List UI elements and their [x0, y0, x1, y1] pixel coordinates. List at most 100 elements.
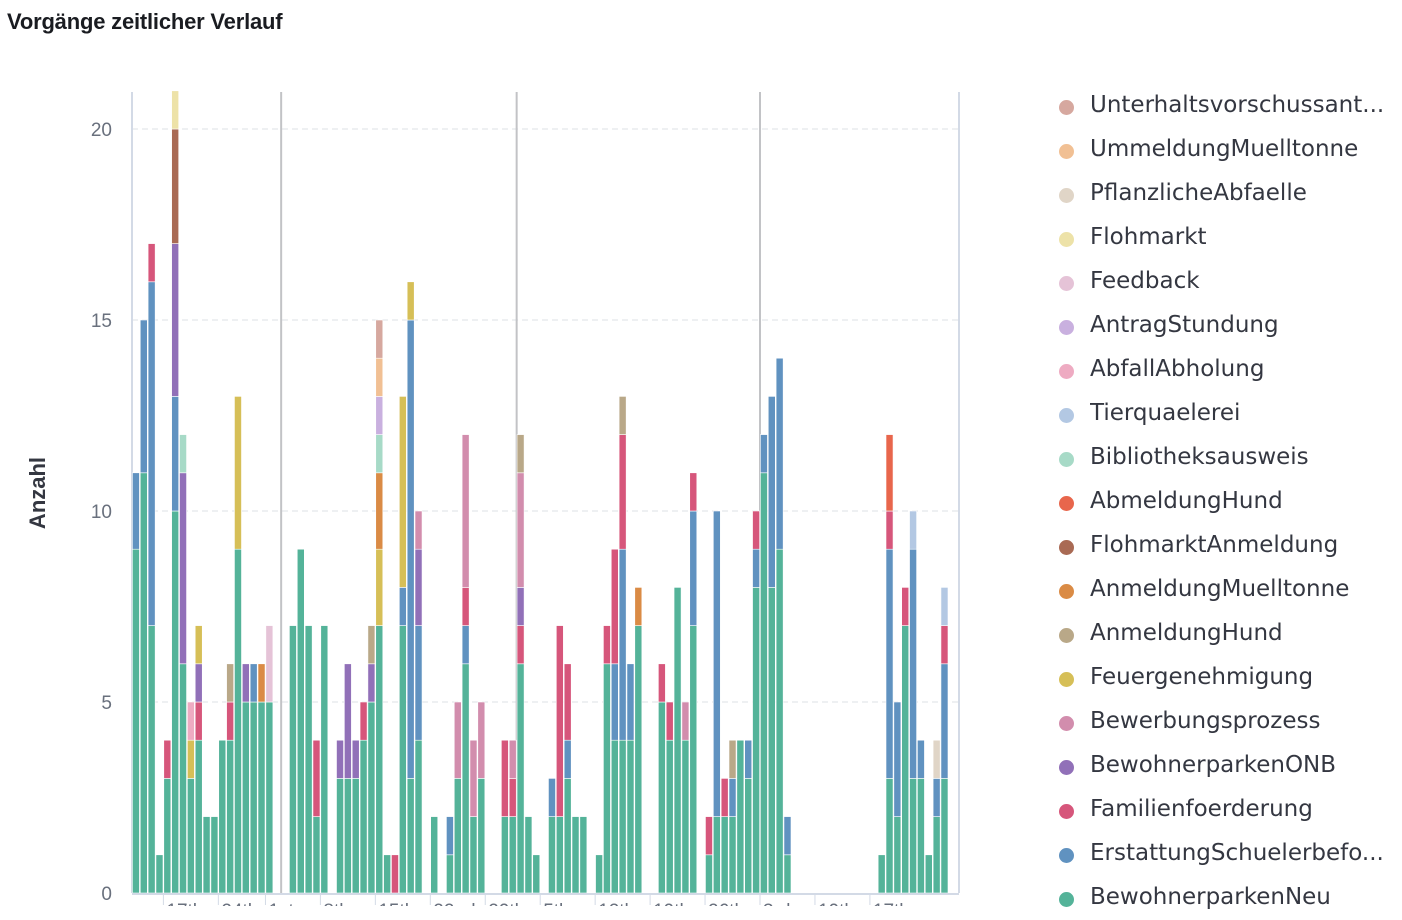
bar-segment [304, 625, 313, 894]
y-axis: 0 5 10 15 20 [91, 120, 112, 905]
legend-item[interactable]: Familienfoerderung [1052, 788, 1397, 832]
legend-item[interactable]: AnmeldungMuelltonne [1052, 568, 1397, 612]
bar-segment [901, 587, 910, 626]
bar-segment [265, 625, 274, 703]
bar-segment [752, 510, 760, 550]
bar-segment [508, 816, 517, 894]
legend-label: AntragStundung [1090, 312, 1279, 338]
bar-segment [147, 243, 156, 283]
bar-segment [603, 625, 611, 665]
legend-swatch-icon [1059, 496, 1074, 511]
legend-item[interactable]: BewohnerparkenONB [1052, 744, 1397, 788]
bar-segment [932, 739, 941, 779]
legend-item[interactable]: AntragStundung [1052, 304, 1397, 348]
bar-segment [351, 778, 360, 894]
legend-swatch-icon [1059, 188, 1074, 203]
bar-segment [179, 663, 187, 894]
bar-segment [477, 701, 486, 779]
legend-item[interactable]: UmmeldungMuelltonne [1052, 128, 1397, 172]
legend-item[interactable]: Tierquaelerei [1052, 392, 1397, 436]
bar-segment [375, 434, 384, 474]
bar-segment [289, 625, 297, 894]
bar-segment [391, 854, 399, 894]
legend-label: Tierquaelerei [1090, 400, 1241, 426]
legend-item[interactable]: Unterhaltsvorschussant... [1052, 84, 1397, 128]
bar-segment [917, 739, 925, 779]
legend-item[interactable]: Flohmarkt [1052, 216, 1397, 260]
bar-segment [171, 510, 179, 894]
bar-segment [461, 663, 470, 894]
legend-swatch-icon [1059, 672, 1074, 687]
bar-segment [705, 816, 713, 856]
bar-segment [375, 357, 384, 397]
legend-label: PflanzlicheAbfaelle [1090, 180, 1307, 206]
bar-segment [555, 816, 564, 894]
legend-label: BewohnerparkenNeu [1090, 884, 1331, 910]
bar-segment [430, 816, 439, 894]
bar-segment [132, 472, 140, 550]
legend-item[interactable]: AbfallAbholung [1052, 348, 1397, 392]
legend-label: Flohmarkt [1090, 224, 1207, 250]
bar-segment [689, 625, 698, 894]
bar-segment [202, 816, 211, 894]
bar-segment [194, 739, 203, 894]
bar-segment [909, 778, 917, 894]
bar-segment [414, 548, 423, 626]
stacked-bar-chart: 0 5 10 15 20 17th 24th 1st 8th 15th 22nd 29th 5th 12… [25, 90, 960, 906]
bar-segment [249, 701, 258, 894]
bar-segment [336, 739, 344, 779]
legend-item[interactable]: Bibliotheksausweis [1052, 436, 1397, 480]
bar-segment [336, 778, 344, 894]
legend-item[interactable]: Feuergenehmigung [1052, 656, 1397, 700]
bar-segment [893, 701, 902, 817]
legend-swatch-icon [1059, 804, 1074, 819]
legend-item[interactable]: FlohmarktAnmeldung [1052, 524, 1397, 568]
y-tick-label: 10 [91, 502, 112, 523]
bar-segment [187, 701, 195, 741]
legend-swatch-icon [1059, 540, 1074, 555]
bar-segment [312, 739, 321, 817]
bar-segment [383, 854, 391, 894]
bar-segment [179, 434, 187, 474]
bar-segment [932, 816, 941, 894]
bar-segment [728, 778, 737, 817]
legend-item[interactable]: Bewerbungsprozess [1052, 700, 1397, 744]
legend-item[interactable]: Feedback [1052, 260, 1397, 304]
grid-lines [131, 92, 960, 893]
bar-segment [312, 816, 321, 894]
bar-segment [132, 548, 140, 894]
bar-segment [446, 854, 454, 894]
legend-swatch-icon [1059, 848, 1074, 863]
legend-item[interactable]: AbmeldungHund [1052, 480, 1397, 524]
legend-item[interactable]: ErstattungSchuelerbefo... [1052, 832, 1397, 876]
bar-segment [783, 854, 792, 894]
bar-segment [909, 548, 917, 779]
legend-item[interactable]: AnmeldungHund [1052, 612, 1397, 656]
legend-item[interactable]: PflanzlicheAbfaelle [1052, 172, 1397, 216]
legend-swatch-icon [1059, 232, 1074, 247]
bar-segment [171, 243, 179, 397]
legend-swatch-icon [1059, 100, 1074, 115]
bar-segment [705, 854, 713, 894]
bar-segment [398, 396, 407, 588]
bar-segment [461, 434, 470, 588]
legend-label: Bibliotheksausweis [1090, 444, 1309, 470]
bar-segment [171, 90, 179, 130]
bar-segment [367, 625, 376, 665]
bar-segment [147, 625, 156, 894]
legend-item[interactable]: BewohnerparkenNeu [1052, 876, 1397, 920]
bar-segment [767, 396, 776, 588]
y-tick-label: 20 [91, 120, 112, 141]
bar-segment [469, 739, 478, 817]
bar-segment [171, 128, 179, 244]
bar-segment [689, 510, 698, 626]
x-tick-label: 19th [653, 901, 690, 906]
bar-segment [728, 816, 737, 894]
bar-segment [940, 587, 949, 626]
legend-swatch-icon [1059, 584, 1074, 599]
legend-swatch-icon [1059, 408, 1074, 423]
bar-segment [909, 510, 917, 550]
legend-label: ErstattungSchuelerbefo... [1090, 840, 1384, 866]
bar-segment [359, 701, 368, 741]
legend-label: AnmeldungHund [1090, 620, 1283, 646]
